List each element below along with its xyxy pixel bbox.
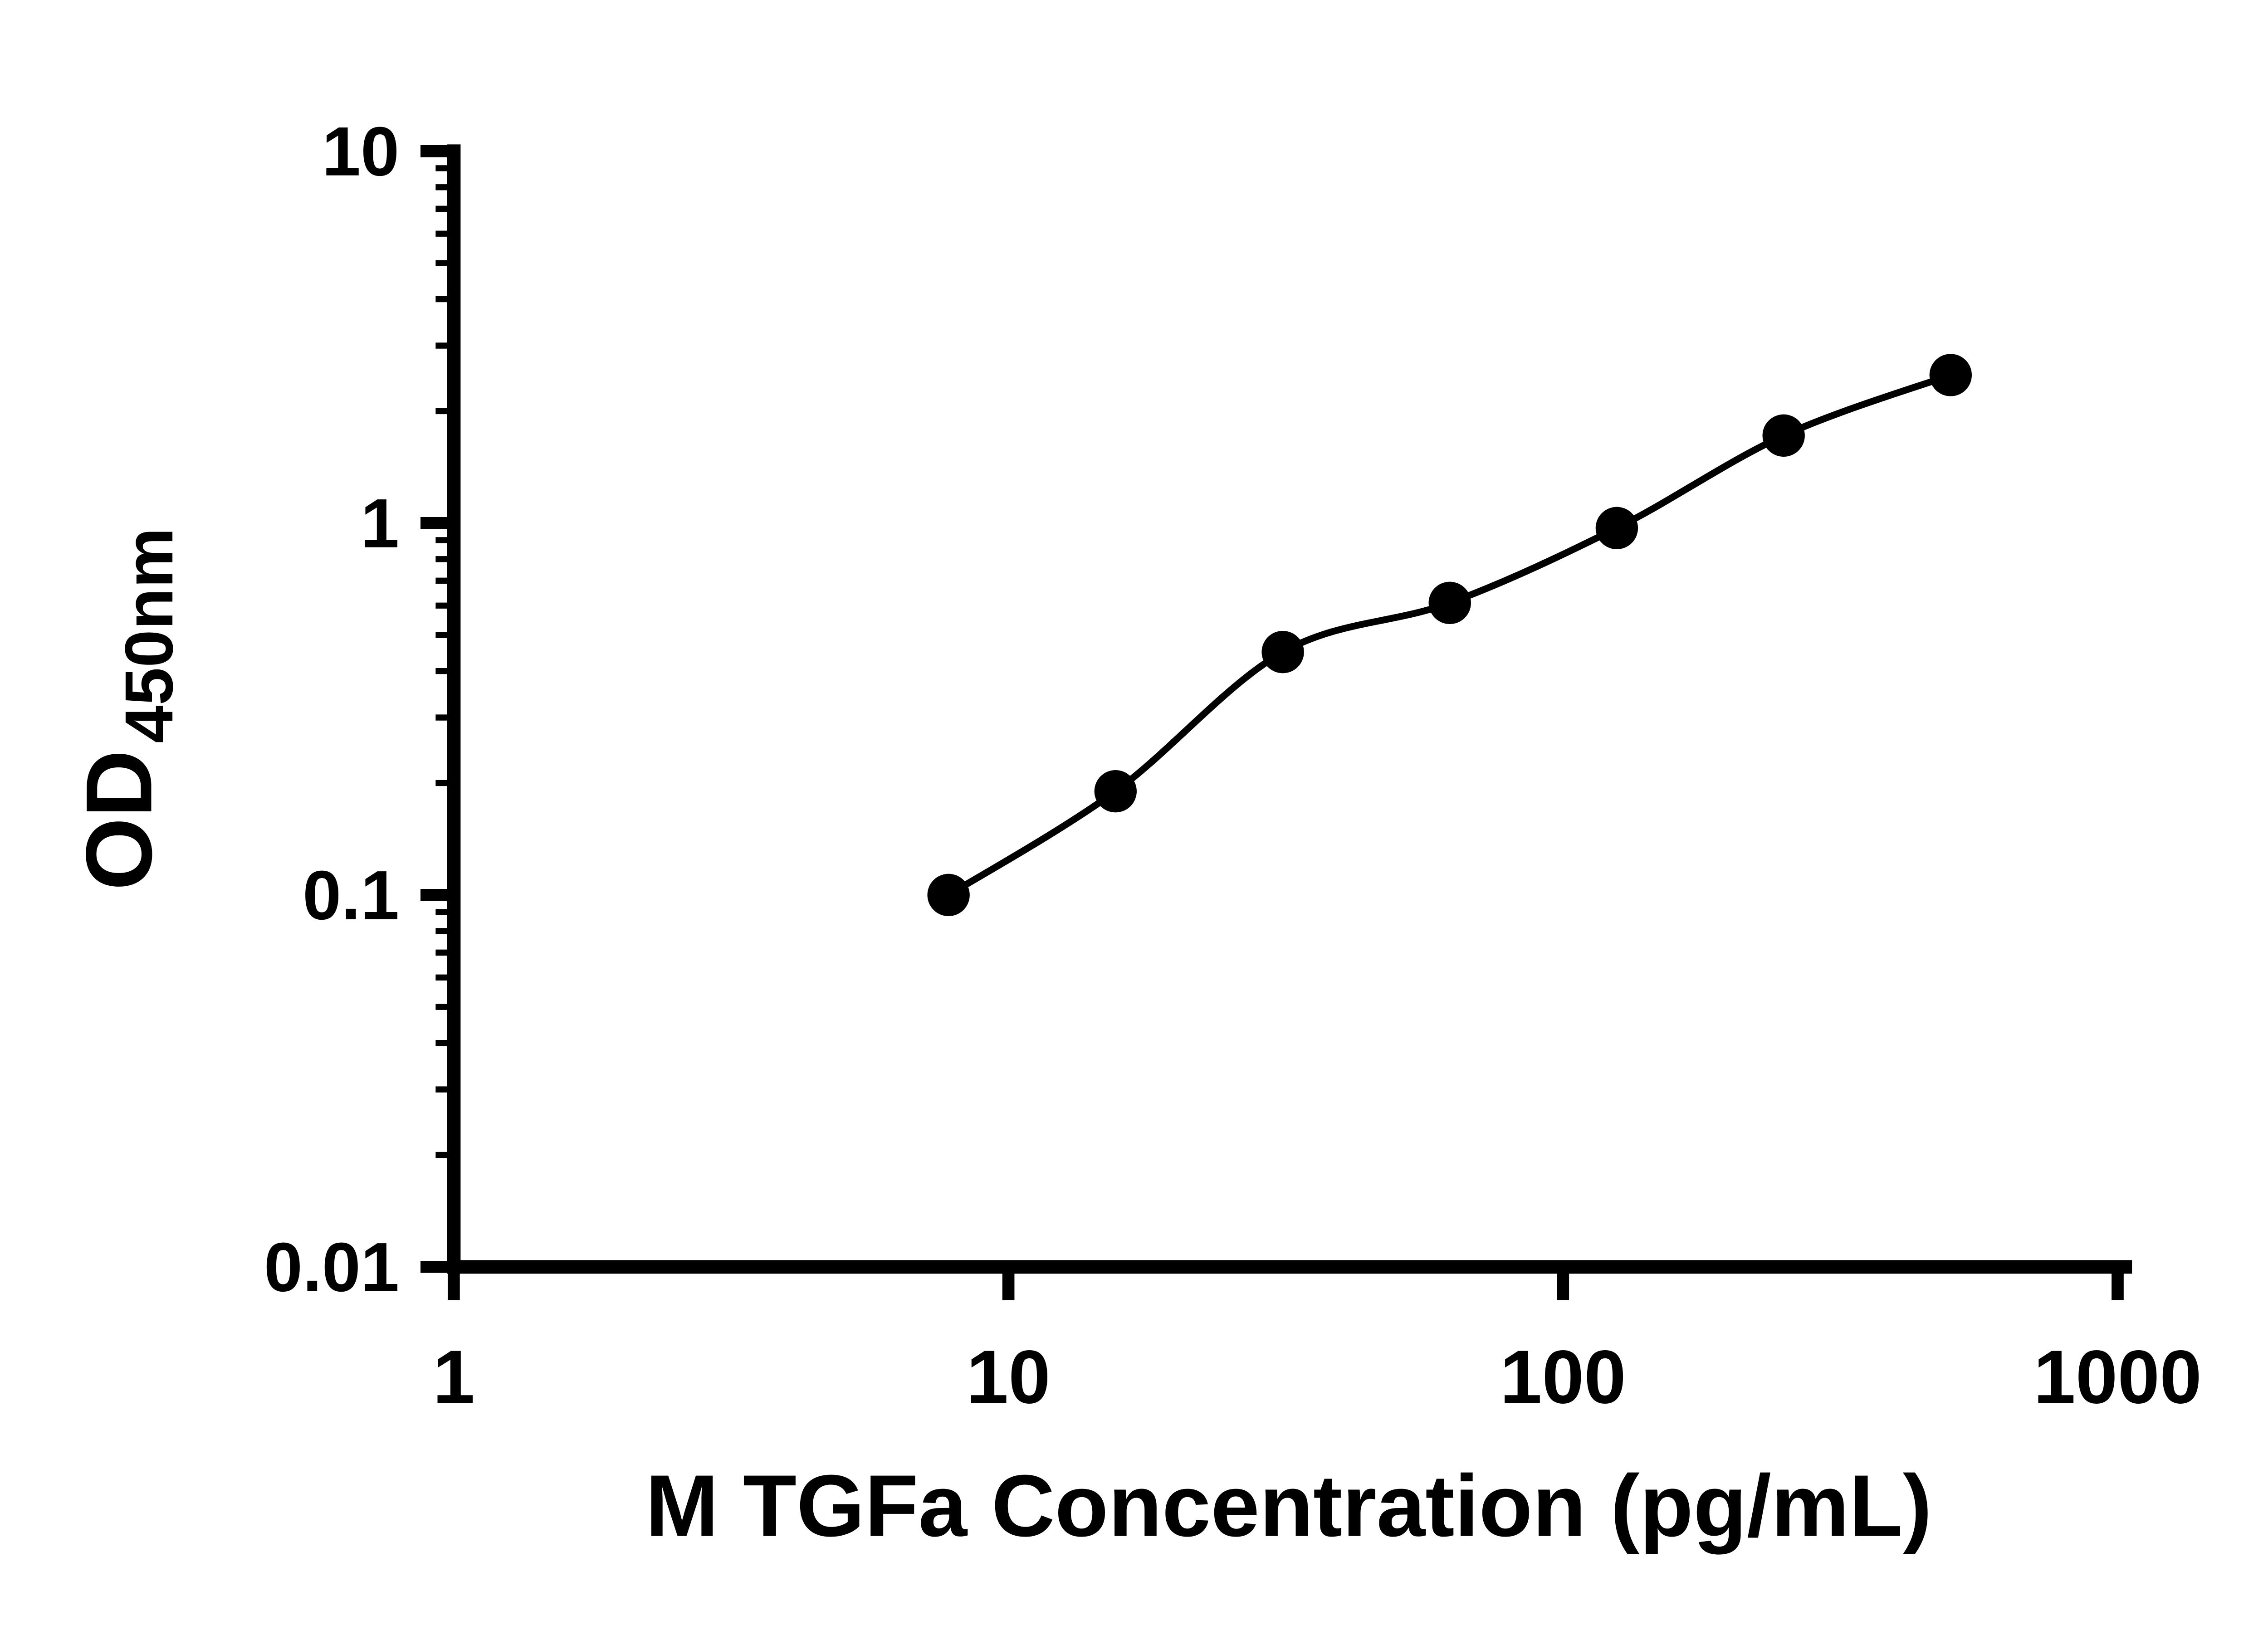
- fit-curve: [947, 371, 1952, 898]
- data-point: [1428, 581, 1471, 624]
- axes: [447, 144, 2132, 1274]
- data-series: [927, 354, 1972, 916]
- y-tick-label: 0.1: [303, 857, 399, 934]
- data-point: [1261, 631, 1304, 674]
- data-point: [1595, 507, 1638, 549]
- axis-tick-labels: 1 10 100 1000 0.01 0.1 1 10: [264, 113, 2202, 1420]
- axis-ticks: [420, 145, 2124, 1300]
- data-point: [1929, 354, 1972, 396]
- y-axis-title-subscript: 450nm: [111, 527, 187, 743]
- x-tick-label: 1000: [2033, 1335, 2202, 1419]
- y-axis-title-main: OD: [66, 750, 171, 890]
- x-tick-label: 100: [1500, 1335, 1626, 1419]
- data-point: [1094, 770, 1137, 813]
- x-tick-label: 1: [433, 1335, 475, 1419]
- data-point: [927, 874, 970, 916]
- y-tick-label: 1: [361, 485, 399, 562]
- y-tick-label: 10: [322, 113, 400, 190]
- y-tick-label: 0.01: [264, 1229, 400, 1306]
- y-axis-title: OD 450nm: [66, 527, 187, 890]
- data-point: [1762, 414, 1805, 457]
- x-axis-title: M TGFa Concentration (pg/mL): [645, 1457, 1932, 1555]
- x-tick-label: 10: [966, 1335, 1050, 1419]
